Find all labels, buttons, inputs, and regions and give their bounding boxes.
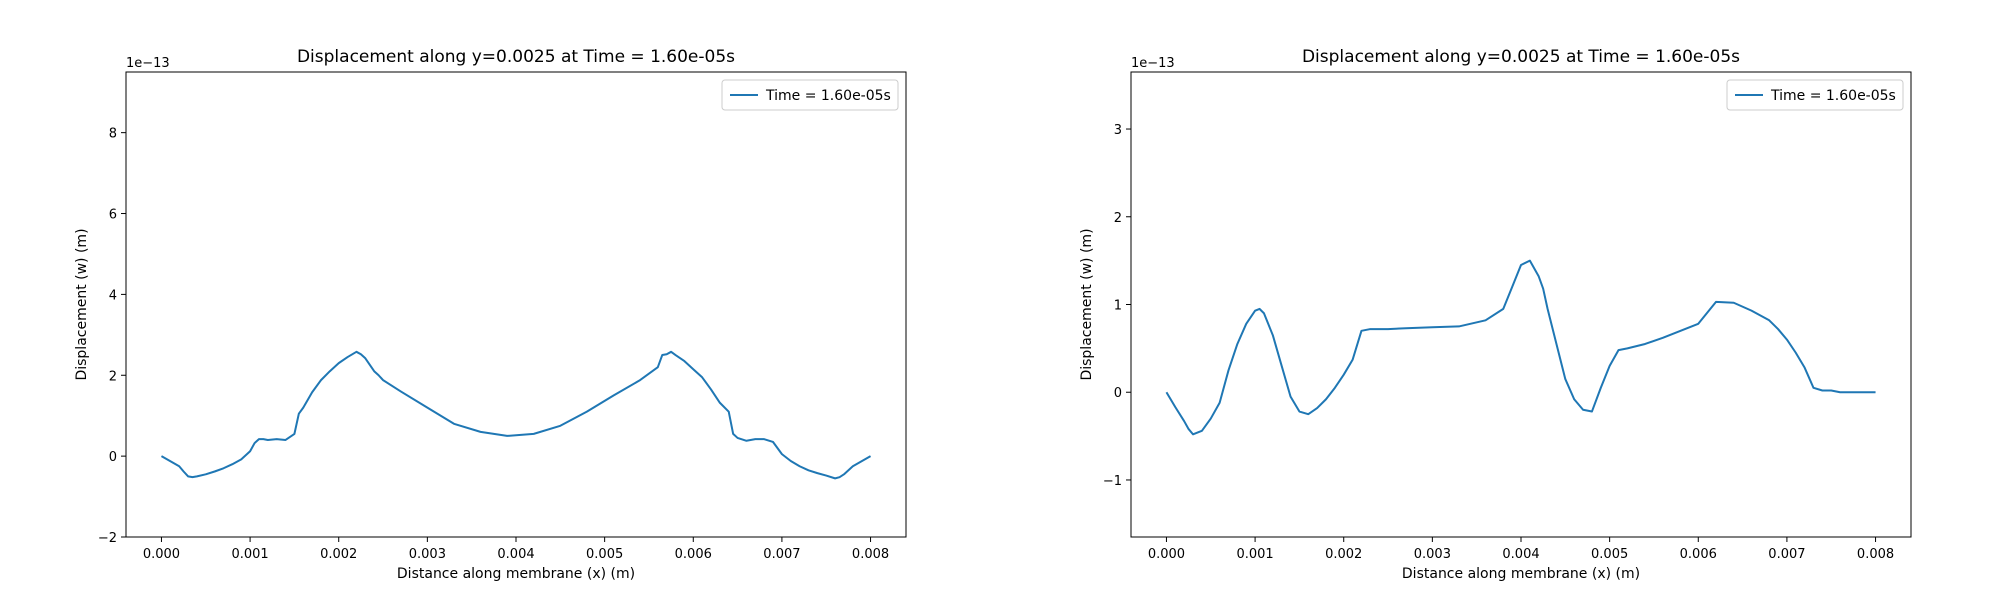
x-tick-label: 0.004 xyxy=(497,547,534,562)
legend-box xyxy=(721,79,899,111)
x-tick-label: 0.005 xyxy=(1591,547,1628,562)
x-tick-label: 0.006 xyxy=(1680,547,1717,562)
y-tick-label: 2 xyxy=(109,369,117,384)
x-tick-label: 0.003 xyxy=(1414,547,1451,562)
x-tick-label: 0.001 xyxy=(231,547,268,562)
x-tick-label: 0.005 xyxy=(586,547,623,562)
x-tick-label: 0.000 xyxy=(1148,547,1185,562)
series-line xyxy=(160,350,872,480)
y-tick-label: 2 xyxy=(1114,211,1122,226)
x-axis-label: Distance along membrane (x) (m) xyxy=(1402,566,1640,582)
chart-title: Displacement along y=0.0025 at Time = 1.… xyxy=(297,47,735,67)
y-tick-label: 6 xyxy=(109,208,117,223)
x-tick-label: 0.002 xyxy=(1325,547,1362,562)
legend-label: Time = 1.60e-05s xyxy=(765,88,891,104)
plot-frame xyxy=(125,71,907,538)
chart-2: 0.000 0.001 0.002 0.003 0.004 0.005 0.006 0.007… xyxy=(1079,47,1912,582)
x-tick-label: 0.004 xyxy=(1502,547,1539,562)
y-tick-label: 8 xyxy=(109,127,117,142)
x-tick-label: 0.008 xyxy=(852,547,889,562)
y-tick-label: 0 xyxy=(109,450,117,465)
x-tick-label: 0.001 xyxy=(1236,547,1273,562)
x-axis-label: Distance along membrane (x) (m) xyxy=(397,566,635,582)
legend: Time = 1.60e-05s xyxy=(721,79,899,111)
y-axis-label: Displacement (w) (m) xyxy=(74,228,90,380)
chart-1: 0.000 0.001 0.002 0.003 0.004 0.005 0.006 0.007… xyxy=(74,47,907,582)
y-tick-label: 1 xyxy=(1114,299,1122,314)
legend-label: Time = 1.60e-05s xyxy=(1770,88,1896,104)
y-tick-label: 4 xyxy=(109,288,117,303)
chart-title: Displacement along y=0.0025 at Time = 1.… xyxy=(1302,47,1740,67)
legend-box xyxy=(1726,79,1904,111)
y-tick-label: 3 xyxy=(1114,123,1122,138)
x-tick-label: 0.008 xyxy=(1857,547,1894,562)
y-axis-label: Displacement (w) (m) xyxy=(1079,228,1095,380)
x-tick-label: 0.000 xyxy=(143,547,180,562)
y-offset-label: 1e−13 xyxy=(1131,56,1175,71)
x-tick-label: 0.007 xyxy=(1768,547,1805,562)
x-tick-label: 0.003 xyxy=(409,547,446,562)
series-line xyxy=(1165,259,1876,436)
y-tick-label: −2 xyxy=(98,531,117,546)
legend: Time = 1.60e-05s xyxy=(1726,79,1904,111)
x-tick-label: 0.007 xyxy=(763,547,800,562)
x-tick-label: 0.006 xyxy=(675,547,712,562)
y-tick-label: 0 xyxy=(1114,386,1122,401)
y-tick-label: −1 xyxy=(1103,474,1122,489)
x-tick-label: 0.002 xyxy=(320,547,357,562)
plot-frame xyxy=(1130,71,1912,538)
y-offset-label: 1e−13 xyxy=(126,56,170,71)
